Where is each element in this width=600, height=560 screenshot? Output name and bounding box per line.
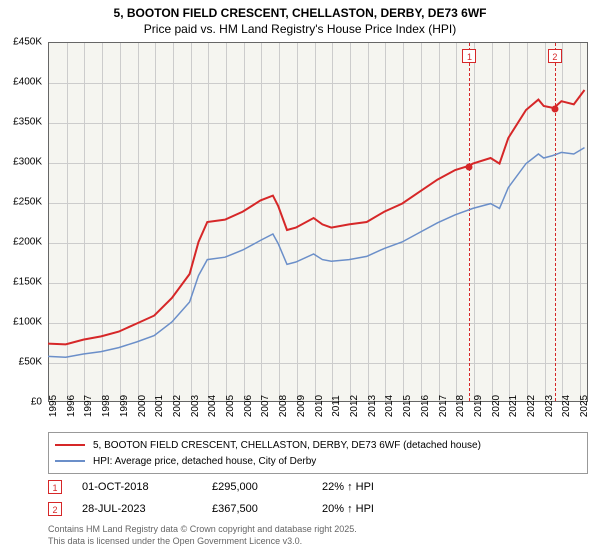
xtick-label: 2022 [526,395,537,417]
sales-price: £295,000 [212,481,322,493]
xtick-label: 2012 [349,395,360,417]
xtick-label: 2007 [260,395,271,417]
xtick-label: 2017 [438,395,449,417]
chart-title-line2: Price paid vs. HM Land Registry's House … [0,22,600,38]
ytick-label: £300K [13,157,42,168]
ytick-label: £250K [13,197,42,208]
xtick-label: 1997 [83,395,94,417]
xtick-label: 2009 [296,395,307,417]
chart-area: 12 £0£50K£100K£150K£200K£250K£300K£350K£… [48,42,588,402]
xtick-label: 2019 [473,395,484,417]
footer-line1: Contains HM Land Registry data © Crown c… [48,524,357,536]
ytick-label: £100K [13,317,42,328]
xtick-label: 2005 [225,395,236,417]
xtick-label: 2023 [544,395,555,417]
xtick-label: 2024 [561,395,572,417]
xtick-label: 2018 [455,395,466,417]
ytick-label: £50K [19,357,42,368]
ytick-label: £150K [13,277,42,288]
series-line-property [48,90,585,344]
sales-marker-icon: 1 [48,480,62,494]
xtick-label: 2020 [491,395,502,417]
xtick-label: 2004 [207,395,218,417]
sales-price: £367,500 [212,503,322,515]
legend: 5, BOOTON FIELD CRESCENT, CHELLASTON, DE… [48,432,588,474]
ytick-label: £400K [13,77,42,88]
legend-label-property: 5, BOOTON FIELD CRESCENT, CHELLASTON, DE… [93,440,481,451]
xtick-label: 2011 [331,395,342,417]
footer-line2: This data is licensed under the Open Gov… [48,536,357,548]
xtick-label: 2013 [367,395,378,417]
xtick-label: 2010 [314,395,325,417]
xtick-label: 2016 [420,395,431,417]
ytick-label: £200K [13,237,42,248]
line-layer [48,42,588,402]
ytick-label: £350K [13,117,42,128]
ytick-label: £0 [31,397,42,408]
series-line-hpi [48,148,585,358]
chart-title-line1: 5, BOOTON FIELD CRESCENT, CHELLASTON, DE… [0,0,600,22]
sales-date: 28-JUL-2023 [82,503,212,515]
xtick-label: 1995 [48,395,59,417]
sales-row: 1 01-OCT-2018 £295,000 22% ↑ HPI [48,476,588,498]
xtick-label: 2001 [154,395,165,417]
xtick-label: 1999 [119,395,130,417]
xtick-label: 1996 [66,395,77,417]
legend-swatch-property [55,444,85,446]
legend-label-hpi: HPI: Average price, detached house, City… [93,456,316,467]
ytick-label: £450K [13,37,42,48]
sales-pct: 20% ↑ HPI [322,503,442,515]
sales-pct: 22% ↑ HPI [322,481,442,493]
legend-swatch-hpi [55,460,85,462]
xtick-label: 2015 [402,395,413,417]
legend-item-property: 5, BOOTON FIELD CRESCENT, CHELLASTON, DE… [55,437,581,453]
xtick-label: 2025 [579,395,590,417]
xtick-label: 2021 [508,395,519,417]
xtick-label: 2000 [137,395,148,417]
xtick-label: 2008 [278,395,289,417]
sales-row: 2 28-JUL-2023 £367,500 20% ↑ HPI [48,498,588,520]
xtick-label: 2002 [172,395,183,417]
xtick-label: 2014 [384,395,395,417]
sales-table: 1 01-OCT-2018 £295,000 22% ↑ HPI 2 28-JU… [48,476,588,520]
footer-attribution: Contains HM Land Registry data © Crown c… [48,524,357,547]
legend-item-hpi: HPI: Average price, detached house, City… [55,453,581,469]
xtick-label: 2006 [243,395,254,417]
xtick-label: 1998 [101,395,112,417]
xtick-label: 2003 [190,395,201,417]
sales-date: 01-OCT-2018 [82,481,212,493]
sales-marker-icon: 2 [48,502,62,516]
